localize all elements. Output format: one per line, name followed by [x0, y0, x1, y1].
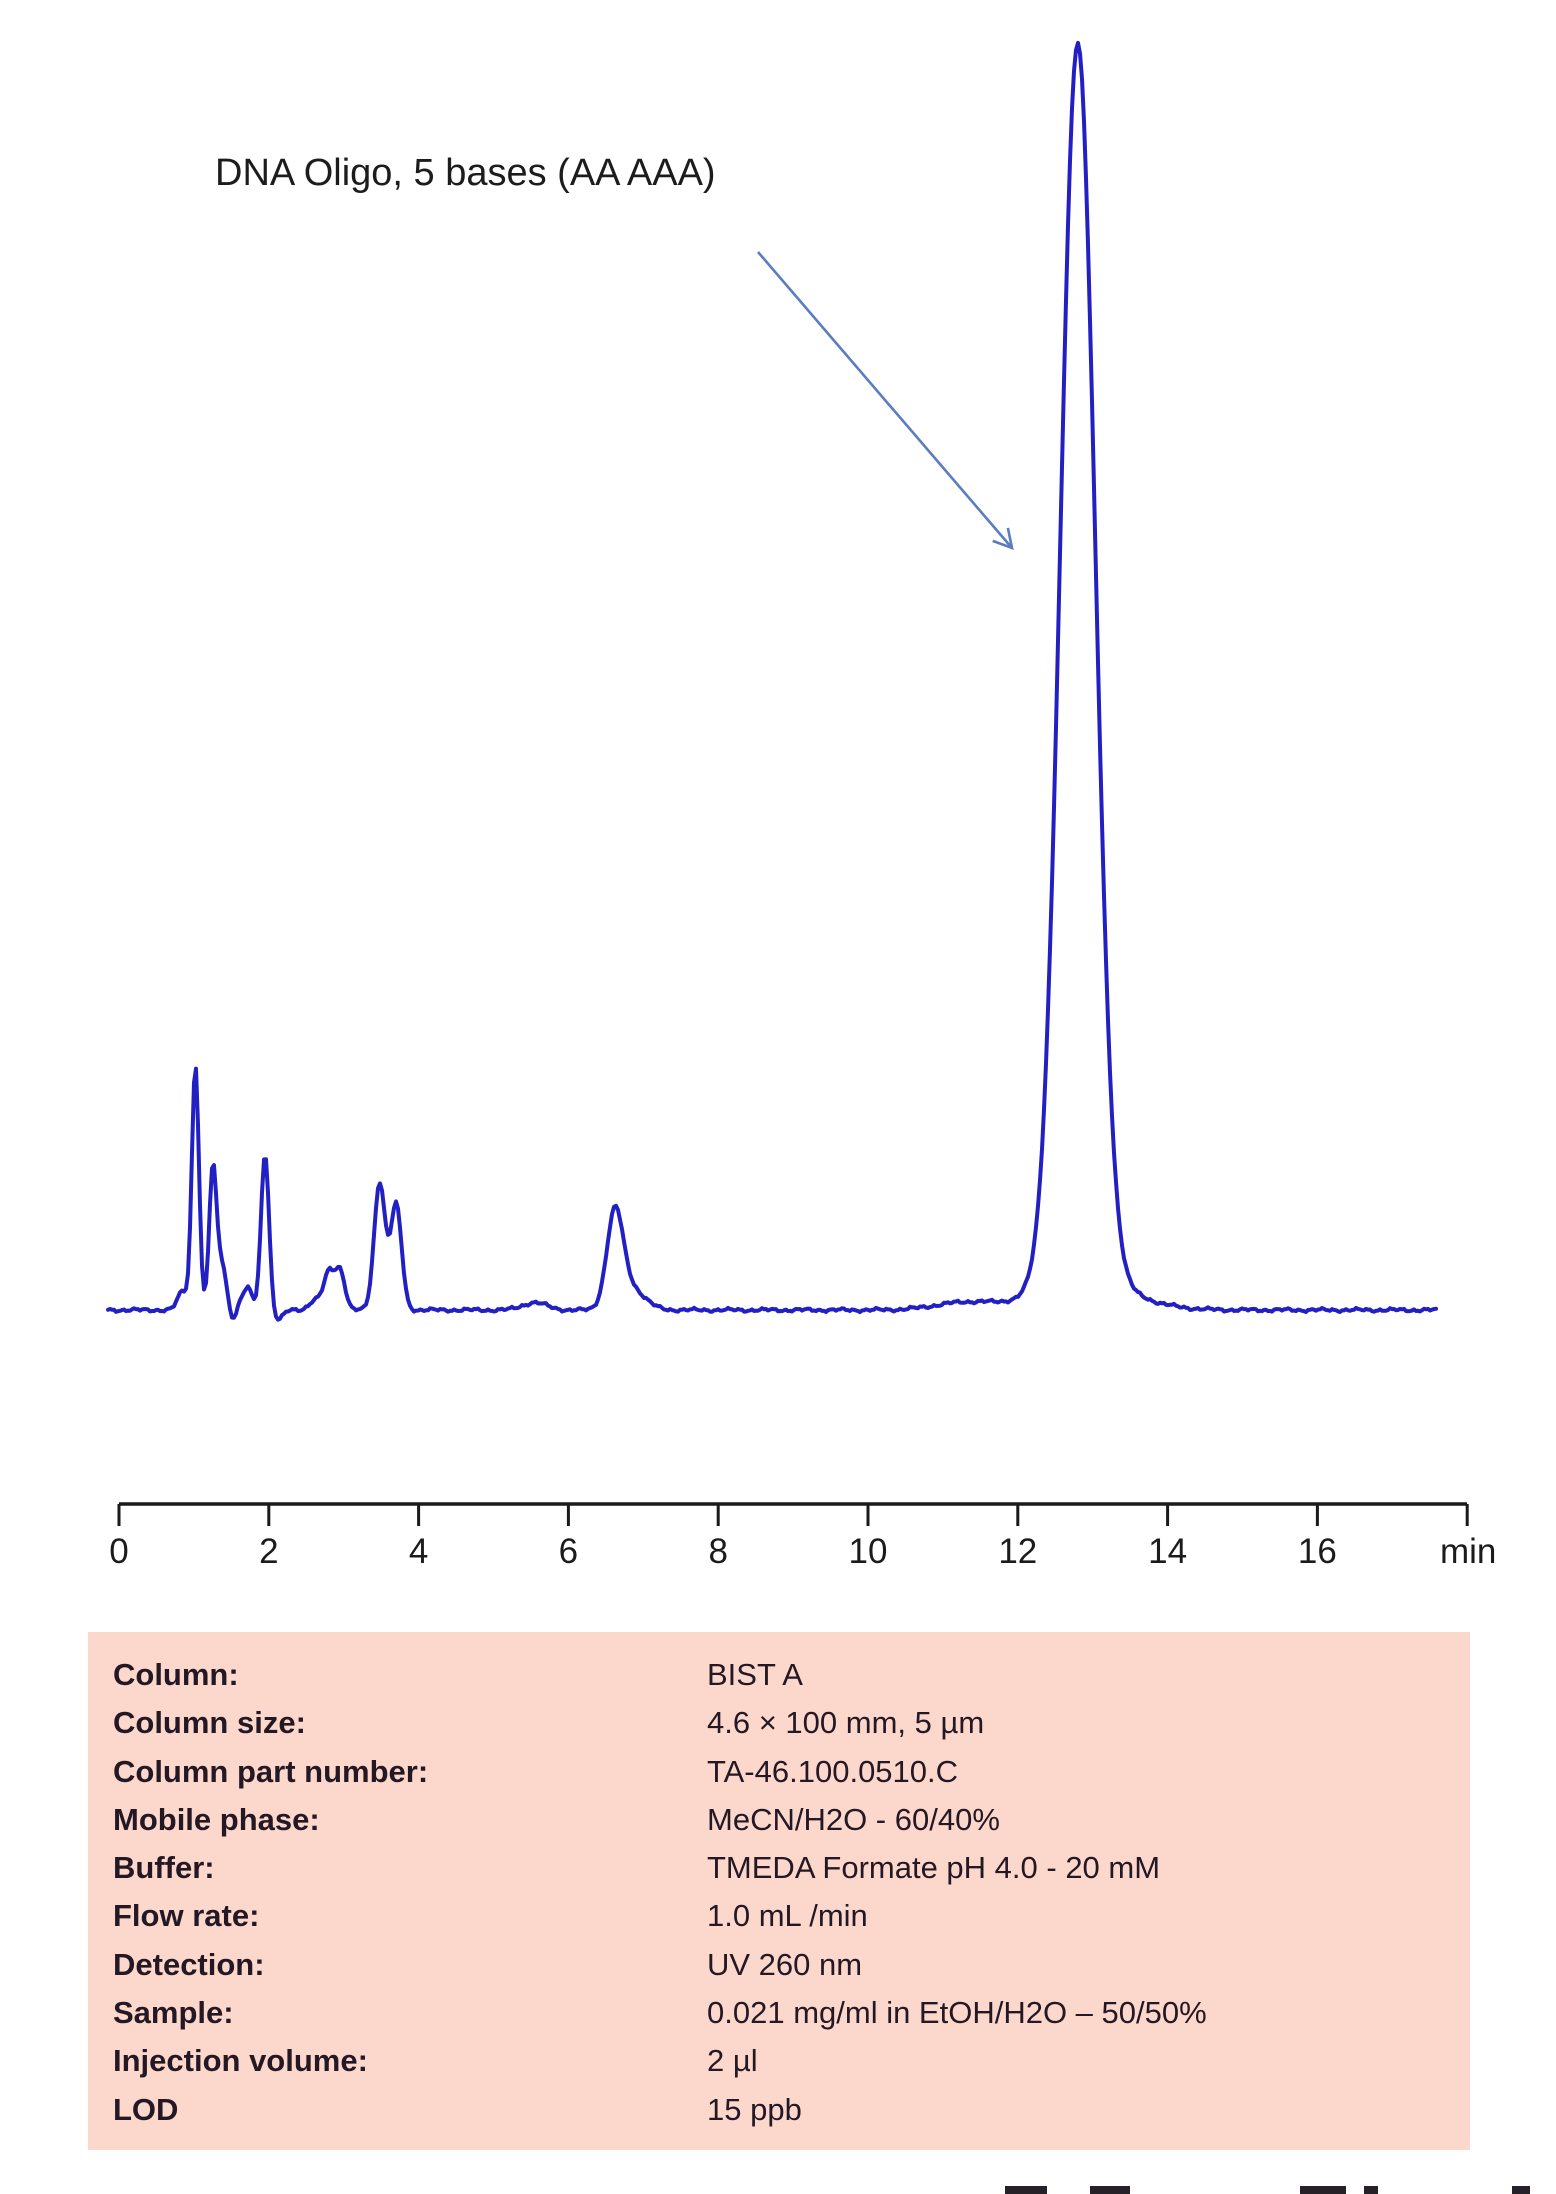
method-row-label: Flow rate:: [113, 1898, 260, 1934]
x-axis-unit-label: min: [1440, 1532, 1497, 1571]
method-row: Buffer: TMEDA Formate pH 4.0 - 20 mM: [113, 1844, 1470, 1892]
x-tick-label: 4: [408, 1532, 429, 1571]
method-row-value: 15 ppb: [707, 2091, 802, 2127]
method-row-value: 0.021 mg/ml in EtOH/H2O – 50/50%: [707, 1995, 1207, 2031]
peak-annotation-label: DNA Oligo, 5 bases (AA AAA): [215, 152, 716, 194]
method-row-value: 1.0 mL /min: [707, 1898, 868, 1934]
method-row-value: BIST A: [707, 1657, 803, 1692]
chromatogram-trace: [106, 40, 1438, 1322]
cropped-text-fragment: [1090, 2186, 1130, 2194]
method-row-value: UV 260 nm: [707, 1946, 863, 1982]
cropped-text-fragment: [1300, 2186, 1346, 2194]
x-tick-label: 8: [708, 1532, 728, 1571]
method-row-value: MeCN/H2O - 60/40%: [707, 1801, 1000, 1837]
method-row-label: Column part number:: [113, 1753, 429, 1789]
method-row-value: TMEDA Formate pH 4.0 - 20 mM: [707, 1850, 1161, 1886]
cropped-text-fragment: [1005, 2186, 1047, 2194]
method-row: Sample: 0.021 mg/ml in EtOH/H2O – 50/50%: [113, 1989, 1470, 2037]
method-row: Flow rate: 1.0 mL /min: [113, 1892, 1470, 1940]
method-row-label: Column:: [113, 1657, 239, 1692]
method-row: Column: BIST A: [113, 1651, 1470, 1699]
method-row-label: Mobile phase:: [113, 1801, 320, 1837]
method-row-value: 4.6 × 100 mm, 5 µm: [707, 1705, 985, 1741]
x-tick-label: 14: [1148, 1532, 1188, 1571]
x-tick-label: 16: [1297, 1532, 1337, 1571]
cropped-text-fragment: [1512, 2186, 1530, 2194]
method-row-label: Detection:: [113, 1946, 265, 1982]
method-details-table: Column: BIST A Column size: 4.6 × 100 mm, 5…: [88, 1632, 1470, 2150]
method-row-label: Sample:: [113, 1995, 234, 2031]
method-row: Mobile phase: MeCN/H2O - 60/40%: [113, 1796, 1470, 1844]
method-row-label: Buffer:: [113, 1850, 215, 1886]
method-row: Column size: 4.6 × 100 mm, 5 µm: [113, 1699, 1470, 1747]
annotation-arrow: [757, 251, 1014, 551]
method-row-value: TA-46.100.0510.C: [707, 1753, 959, 1789]
method-row-value: 2 µl: [707, 2043, 758, 2079]
method-row: Detection: UV 260 nm: [113, 1941, 1470, 1989]
x-tick-label: 6: [558, 1532, 579, 1571]
x-tick-label: 10: [848, 1532, 888, 1571]
method-row-label: Column size:: [113, 1705, 306, 1741]
method-row: Column part number: TA-46.100.0510.C: [113, 1748, 1470, 1796]
method-row: Injection volume: 2 µl: [113, 2037, 1470, 2085]
cropped-text-fragment: [1364, 2186, 1378, 2194]
method-row: LOD 15 ppb: [113, 2086, 1470, 2134]
method-row-label: Injection volume:: [113, 2043, 368, 2079]
x-tick-label: 0: [109, 1532, 129, 1571]
method-row-label: LOD: [113, 2091, 179, 2127]
x-tick-label: 2: [259, 1532, 279, 1571]
x-tick-label: 12: [998, 1532, 1038, 1571]
